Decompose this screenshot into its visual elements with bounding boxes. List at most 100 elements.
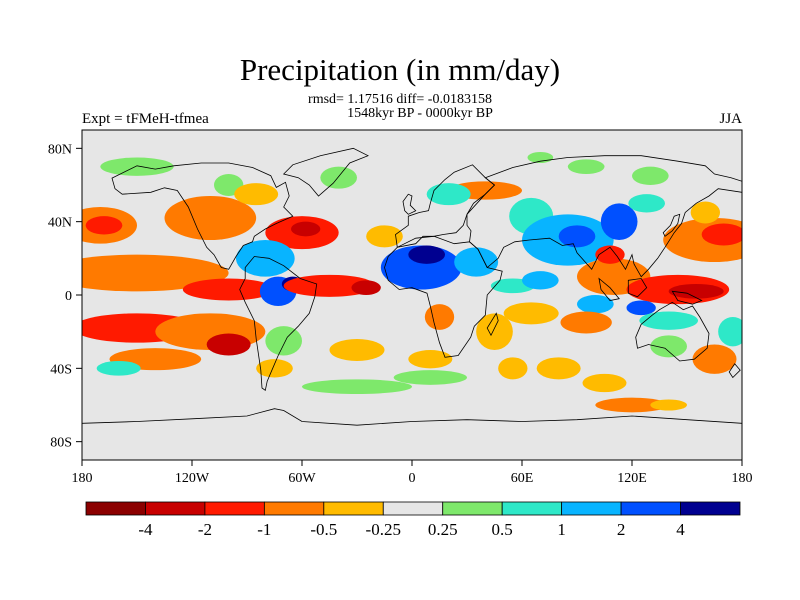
x-tick-label-3: 60W (288, 471, 316, 486)
anomaly-region-45 (560, 311, 612, 334)
anomaly-region-39 (595, 245, 625, 264)
anomaly-region-3 (320, 166, 357, 189)
anomaly-region-53 (329, 339, 385, 361)
x-axis-ticks: 180 120W 60W 0 60E 120E 180 (72, 460, 753, 486)
colorbar-swatch-11 (680, 501, 741, 516)
y-axis-ticks: 80N 40N 0 40S 80S (48, 142, 82, 451)
coast-greenland (282, 147, 369, 197)
rmsd-diff-line: rmsd= 1.17516 diff= -0.0183158 (308, 92, 492, 107)
anomaly-region-22 (701, 223, 742, 246)
coast-borneo-sumatra (598, 277, 648, 301)
anomaly-region-19 (600, 203, 638, 240)
colorbar-swatch-1 (85, 501, 146, 516)
anomaly-region-5 (632, 166, 669, 185)
anomaly-region-23 (690, 201, 720, 224)
colorbar-label-5: -0.25 (366, 520, 401, 539)
anomaly-region-65 (650, 399, 688, 411)
colorbar-swatch-7 (442, 501, 503, 516)
colorbar-label-3: -1 (257, 520, 271, 539)
anomaly-region-43 (626, 300, 656, 316)
anomaly-region-61 (96, 361, 141, 376)
anomaly-region-41 (668, 284, 724, 299)
anomaly-region-46 (503, 302, 559, 325)
x-tick-label-1: 180 (72, 471, 93, 486)
anomaly-region-62 (302, 379, 412, 394)
anomaly-region-15 (426, 183, 471, 206)
coast-asia (466, 155, 742, 278)
anomaly-region-8 (85, 216, 123, 235)
x-tick-label-5: 60E (511, 471, 534, 486)
season-label: JJA (719, 111, 742, 127)
anomaly-region-33 (454, 247, 499, 277)
anomaly-region-58 (650, 335, 688, 358)
anomaly-region-25 (182, 278, 275, 301)
coast-new-guinea (671, 290, 703, 305)
colorbar-label-6: 0.25 (428, 520, 458, 539)
colorbar-swatch-5 (323, 501, 384, 516)
anomaly-region-30 (351, 280, 381, 295)
anomaly-region-18 (558, 225, 596, 248)
anomaly-region-9 (164, 196, 257, 240)
anomaly-region-55 (498, 357, 528, 380)
coast-new-zealand (728, 363, 741, 379)
x-tick-label-7: 180 (732, 471, 753, 486)
statistics-subtitle: rmsd= 1.17516 diff= -0.0183158 1548kyr B… (0, 93, 800, 121)
colorbar-swatch-3 (204, 501, 265, 516)
y-tick-label-1: 80N (48, 142, 72, 157)
anomaly-field (82, 152, 742, 413)
coast-great-britain (402, 193, 417, 215)
colorbar-label-7: 0.5 (492, 520, 513, 539)
colorbar-label-10: 4 (676, 520, 685, 539)
anomaly-region-57 (582, 373, 627, 393)
colorbar-label-4: -0.5 (310, 520, 337, 539)
anomaly-region-63 (393, 370, 468, 385)
y-tick-label-4: 40S (50, 362, 72, 377)
anomaly-region-60 (718, 317, 742, 347)
colorbar-label-2: -2 (198, 520, 212, 539)
anomaly-region-32 (408, 245, 445, 264)
x-tick-label-4: 0 (409, 471, 416, 486)
coast-japan (662, 213, 681, 237)
anomaly-region-10 (234, 183, 279, 206)
anomaly-region-4 (567, 159, 605, 174)
anomaly-region-42 (577, 295, 614, 314)
anomaly-region-13 (366, 225, 403, 248)
coast-madagascar (486, 312, 499, 337)
coastlines (82, 147, 742, 426)
anomaly-region-44 (639, 311, 699, 330)
experiment-label: Expt = tFMeH-tfmea (82, 111, 209, 127)
period-line: 1548kyr BP - 0000kyr BP (347, 106, 493, 121)
anomaly-region-37 (522, 271, 559, 290)
y-tick-label-3: 0 (65, 289, 72, 304)
colorbar-swatch-4 (263, 501, 325, 516)
anomaly-region-35 (476, 313, 513, 350)
anomaly-region-24 (82, 254, 229, 292)
anomaly-region-2 (100, 157, 174, 176)
colorbar: -4 -2 -1 -0.5 -0.25 0.25 0.5 1 2 4 (85, 501, 741, 539)
anomaly-region-54 (408, 350, 453, 369)
anomaly-region-26 (236, 240, 295, 277)
y-tick-label-2: 40N (48, 216, 72, 231)
anomaly-region-59 (692, 344, 737, 374)
coast-antarctica (82, 408, 742, 426)
colorbar-swatch-6 (382, 501, 444, 516)
x-tick-label-6: 120E (617, 471, 647, 486)
colorbar-label-8: 1 (557, 520, 566, 539)
colorbar-label-9: 2 (617, 520, 626, 539)
anomaly-region-12 (291, 221, 321, 237)
coast-north-america (111, 162, 294, 270)
coast-south-america (239, 256, 318, 391)
colorbar-swatch-9 (561, 501, 622, 516)
anomaly-region-64 (595, 397, 669, 413)
colorbar-swatch-2 (145, 501, 206, 516)
anomaly-region-20 (628, 194, 666, 213)
anomaly-region-34 (424, 304, 455, 330)
colorbar-swatch-10 (620, 501, 681, 516)
anomaly-region-49 (206, 333, 251, 356)
y-tick-label-5: 80S (50, 436, 72, 451)
anomaly-region-51 (265, 326, 302, 356)
colorbar-label-1: -4 (138, 520, 153, 539)
anomaly-region-56 (536, 357, 581, 380)
precipitation-anomaly-map: 180 120W 60W 0 60E 120E 180 80N 40N 0 40S 80S -4 -2… (48, 129, 753, 539)
anomaly-region-52 (256, 359, 293, 378)
